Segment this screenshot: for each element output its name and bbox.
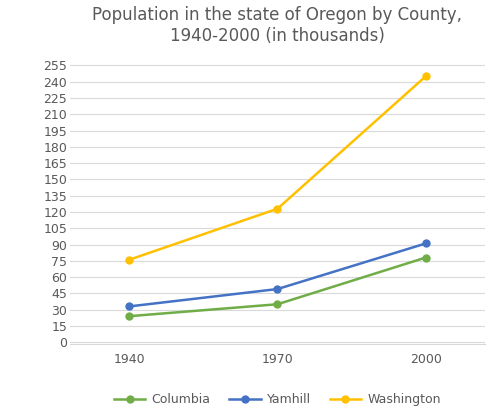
Washington [126,257,132,262]
Yamhill [422,241,428,246]
Yamhill [274,286,280,291]
Columbia [422,255,428,260]
Line: Yamhill: Yamhill [126,240,429,310]
Yamhill [126,304,132,309]
Columbia [274,302,280,307]
Washington [422,74,428,79]
Legend: Columbia, Yamhill, Washington: Columbia, Yamhill, Washington [109,388,446,411]
Line: Washington: Washington [126,73,429,263]
Title: Population in the state of Oregon by County,
1940-2000 (in thousands): Population in the state of Oregon by Cou… [92,6,462,45]
Columbia [126,314,132,319]
Line: Columbia: Columbia [126,254,429,320]
Washington [274,206,280,211]
